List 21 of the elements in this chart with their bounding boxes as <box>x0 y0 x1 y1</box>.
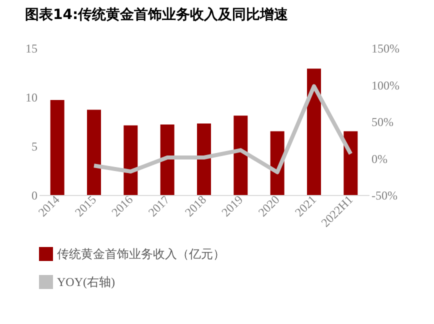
bar <box>124 125 138 195</box>
bar <box>50 100 64 195</box>
line-series <box>92 84 353 174</box>
bar <box>307 68 321 195</box>
y-tick-label: 10 <box>26 90 38 104</box>
y2-tick-label: 50% <box>372 115 394 129</box>
chart-title: 图表14:传统黄金首饰业务收入及同比增速 <box>25 6 290 23</box>
y2-tick-label: 0% <box>372 152 388 166</box>
y2-tick-label: 100% <box>372 78 400 92</box>
y2-tick-label: -50% <box>372 188 398 202</box>
bar <box>160 124 174 195</box>
y-tick-label: 5 <box>32 140 38 154</box>
bar <box>234 116 248 195</box>
bar <box>344 131 358 195</box>
y-tick-label: 15 <box>26 42 38 56</box>
bar <box>87 110 101 195</box>
legend-label: 传统黄金首饰业务收入（亿元） <box>57 247 225 261</box>
y2-tick-label: 150% <box>372 42 400 56</box>
legend-label: YOY(右轴) <box>57 275 115 289</box>
y-tick-label: 0 <box>32 188 38 202</box>
bar <box>197 123 211 195</box>
